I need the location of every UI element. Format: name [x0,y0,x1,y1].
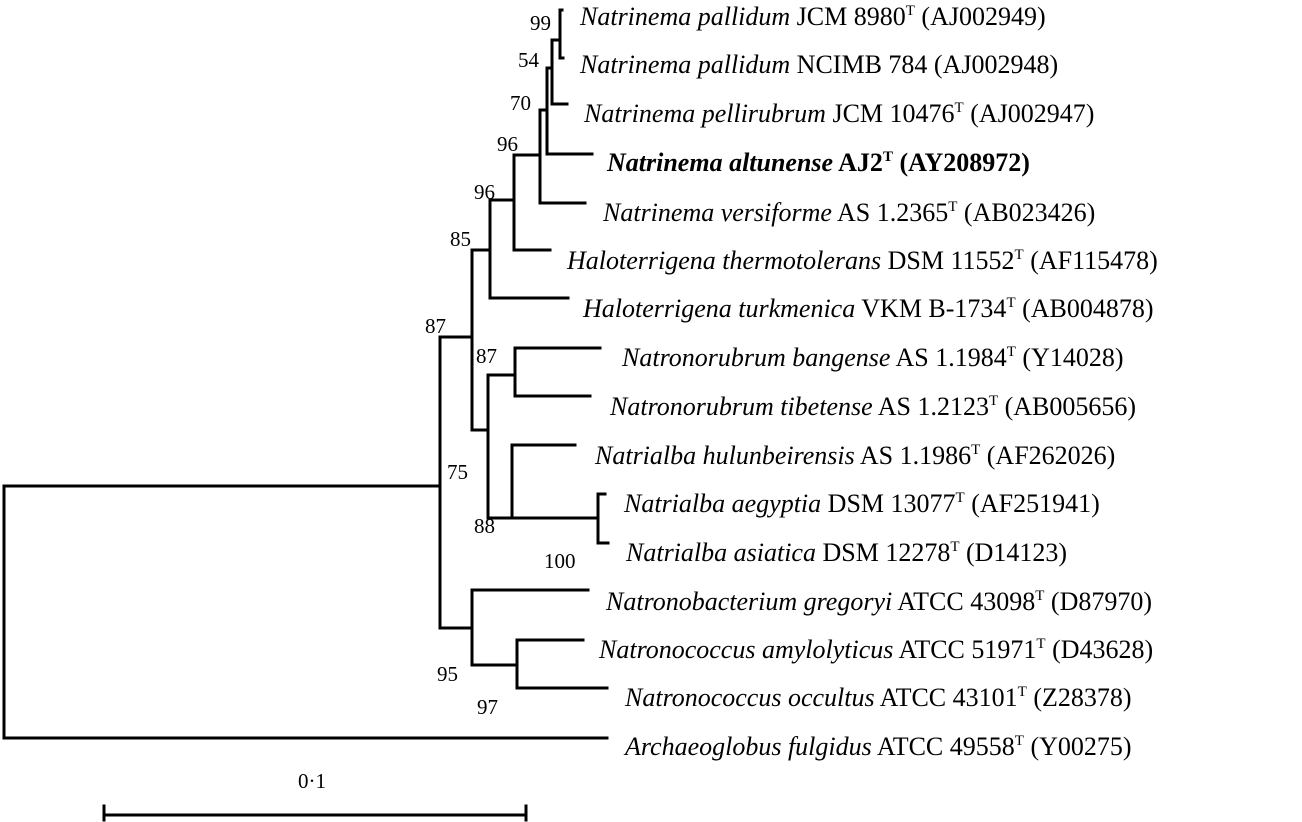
type-strain-marker: T [906,3,915,19]
taxon-name: Natronococcus occultus [624,683,875,712]
strain-designation: JCM 10476 [826,99,955,128]
taxon-name: Natrinema pallidum [579,50,790,79]
strain-designation: ATCC 43098 [892,587,1035,616]
type-strain-marker: T [948,199,957,215]
taxon-name: Natrialba aegyptia [623,489,821,518]
bootstrap-values: 99 54 70 96 96 85 87 87 75 88 100 95 97 [425,11,576,719]
accession-number: (Z28378) [1027,683,1132,712]
type-strain-marker: T [1035,588,1044,604]
taxon-label: Archaeoglobus fulgidus ATCC 49558T (Y002… [623,732,1132,761]
accession-number: (AB005656) [998,392,1136,421]
taxon-name: Natrialba hulunbeirensis [594,441,855,470]
taxon-name: Natrinema altunense [606,148,833,177]
taxon-label: Natrinema versiforme AS 1.2365T (AB02342… [602,198,1095,227]
bootstrap-value: 100 [544,549,576,573]
strain-designation: AS 1.1984 [890,343,1006,372]
taxon-name: Natrinema versiforme [602,198,832,227]
accession-number: (AJ002948) [927,50,1058,79]
taxon-label: Natrinema pallidum NCIMB 784 (AJ002948) [579,50,1058,79]
type-strain-marker: T [1015,733,1024,749]
bootstrap-value: 95 [437,662,458,686]
strain-designation: ATCC 43101 [875,683,1018,712]
taxon-label: Natronococcus occultus ATCC 43101T (Z283… [624,683,1132,712]
type-strain-marker: T [971,442,980,458]
taxon-name: Natronococcus amylolyticus [598,635,893,664]
accession-number: (AF115478) [1024,246,1158,275]
type-strain-marker: T [1036,636,1045,652]
type-strain-marker: T [1007,344,1016,360]
bootstrap-value: 96 [497,132,518,156]
accession-number: (D87970) [1044,587,1152,616]
accession-number: (AF251941) [965,489,1100,518]
accession-number: (AY208972) [893,148,1030,177]
type-strain-marker: T [883,149,893,165]
taxon-name: Haloterrigena thermotolerans [566,246,881,275]
taxon-label: Natronococcus amylolyticus ATCC 51971T (… [598,635,1153,664]
strain-designation: AS 1.2365 [832,198,948,227]
type-strain-marker: T [1006,295,1015,311]
accession-number: (D43628) [1046,635,1154,664]
taxon-label: Natronorubrum tibetense AS 1.2123T (AB00… [609,392,1136,421]
accession-number: (AB004878) [1016,294,1154,323]
taxon-label: Natrialba aegyptia DSM 13077T (AF251941) [623,489,1100,518]
taxon-name: Natrialba asiatica [625,538,816,567]
taxon-name: Haloterrigena turkmenica [582,294,855,323]
strain-designation: AJ2 [833,148,883,177]
accession-number: (D14123) [960,538,1068,567]
taxon-name: Natronorubrum bangense [621,343,890,372]
taxon-label: Natronorubrum bangense AS 1.1984T (Y1402… [621,343,1124,372]
bootstrap-value: 70 [510,91,531,115]
taxon-name: Natrinema pallidum [579,2,790,31]
taxon-name: Natronobacterium gregoryi [605,587,892,616]
bootstrap-value: 96 [474,180,495,204]
bootstrap-value: 54 [518,48,540,72]
type-strain-marker: T [955,100,964,116]
accession-number: (AF262026) [980,441,1115,470]
strain-designation: AS 1.2123 [873,392,989,421]
accession-number: (Y00275) [1024,732,1132,761]
taxon-name: Natronorubrum tibetense [609,392,873,421]
strain-designation: ATCC 49558 [872,732,1015,761]
accession-number: (AJ002947) [964,99,1095,128]
tree-branches [2,8,610,740]
bootstrap-value: 97 [477,695,498,719]
taxon-name: Natrinema pellirubrum [583,99,826,128]
strain-designation: JCM 8980 [790,2,906,31]
accession-number: (AJ002949) [915,2,1046,31]
taxon-label: Natronobacterium gregoryi ATCC 43098T (D… [605,587,1152,616]
taxon-labels: Natrinema pallidum JCM 8980T (AJ002949) … [566,2,1158,761]
strain-designation: VKM B-1734 [855,294,1006,323]
scale-bar-label: 0·1 [298,769,326,793]
type-strain-marker: T [956,490,965,506]
accession-number: (AB023426) [957,198,1095,227]
scale-bar: 0·1 [102,769,528,822]
bootstrap-value: 87 [425,314,446,338]
type-strain-marker: T [1015,247,1024,263]
taxon-label: Natrinema pallidum JCM 8980T (AJ002949) [579,2,1046,31]
taxon-label: Natrinema altunense AJ2T (AY208972) [606,148,1030,177]
type-strain-marker: T [989,393,998,409]
strain-designation: NCIMB 784 [790,50,927,79]
bootstrap-value: 99 [530,11,551,35]
strain-designation: DSM 13077 [821,489,955,518]
strain-designation: ATCC 51971 [893,635,1036,664]
type-strain-marker: T [950,539,959,555]
taxon-label: Natrialba asiatica DSM 12278T (D14123) [625,538,1067,567]
strain-designation: AS 1.1986 [855,441,971,470]
taxon-label: Haloterrigena turkmenica VKM B-1734T (AB… [582,294,1154,323]
bootstrap-value: 85 [450,227,471,251]
strain-designation: DSM 11552 [881,246,1014,275]
bootstrap-value: 87 [476,344,497,368]
accession-number: (Y14028) [1016,343,1124,372]
type-strain-marker: T [1018,684,1027,700]
bootstrap-value: 88 [474,514,495,538]
taxon-label: Natrinema pellirubrum JCM 10476T (AJ0029… [583,99,1094,128]
taxon-name: Archaeoglobus fulgidus [623,732,872,761]
bootstrap-value: 75 [447,460,468,484]
taxon-label: Natrialba hulunbeirensis AS 1.1986T (AF2… [594,441,1115,470]
strain-designation: DSM 12278 [816,538,950,567]
taxon-label: Haloterrigena thermotolerans DSM 11552T … [566,246,1158,275]
